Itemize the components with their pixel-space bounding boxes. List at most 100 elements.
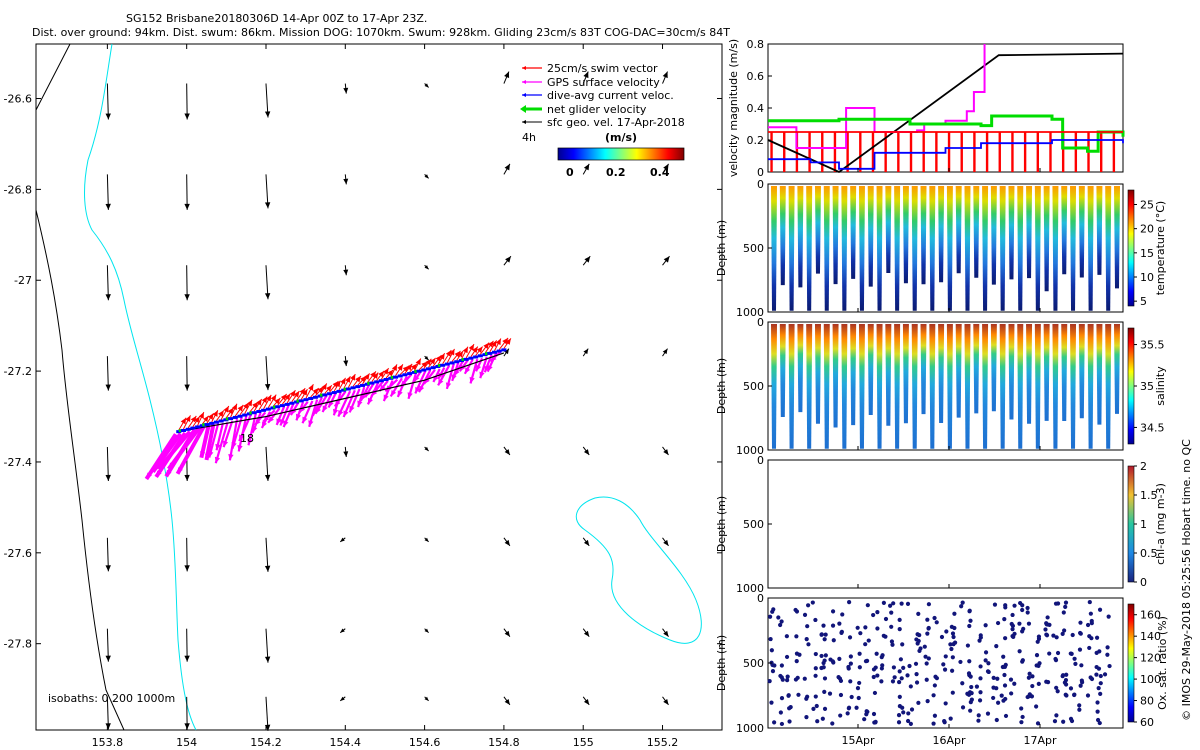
legend-marker-label: 4h (522, 131, 536, 144)
oxygen-point (857, 651, 862, 656)
geo-velocity-arrow-head (264, 656, 271, 663)
legend-net: net glider velocity (520, 103, 647, 116)
oxygen-point (950, 690, 955, 695)
gps-velocity-arrow-head (454, 369, 460, 376)
oxygen-point (794, 659, 799, 664)
geo-velocity-arrow-head (264, 724, 271, 731)
colorbar-tick-label: 140 (1140, 630, 1161, 643)
velocity-series-line (768, 114, 1125, 153)
oxygen-point (899, 676, 904, 681)
oxygen-point (875, 673, 880, 678)
oxygen-point (909, 707, 915, 712)
cast-profile (1026, 324, 1033, 424)
gps-velocity-arrow (228, 418, 239, 461)
oxygen-point (1012, 681, 1017, 686)
dac-vector-marker (491, 350, 497, 354)
oxygen-point (994, 717, 999, 723)
oxygen-point (916, 700, 921, 705)
oxygen-point (965, 643, 970, 648)
oxygen-point (1055, 650, 1061, 656)
swim-vector-arrow-head (483, 342, 490, 350)
oxygen-point (1030, 674, 1035, 679)
map-xtick-label: 153.8 (92, 736, 124, 749)
net-velocity-marker (461, 358, 465, 362)
isobath-200-line (35, 209, 125, 731)
velocity-panel: 0 0.2 0.4 0.6 0.8 velocity magnitude (m/s) (727, 38, 1125, 179)
cast-profile (990, 324, 997, 412)
oxygen-point (784, 634, 789, 639)
oxygen-point (916, 611, 921, 617)
oxygen-scatter-points (767, 599, 1112, 727)
geo-velocity-arrow-head (505, 256, 511, 263)
colorbar-tick-label: 60 (1140, 716, 1154, 729)
gps-velocity-arrow-head (237, 444, 243, 452)
oxygen-point (923, 654, 928, 659)
oxygen-point (934, 620, 939, 625)
dac-vector-marker (407, 372, 413, 376)
oxygen-point (875, 610, 880, 615)
geo-velocity-arrow-head (504, 539, 510, 546)
oxygen-point (976, 713, 981, 718)
cast-profile (1008, 186, 1015, 280)
cast-profile (788, 324, 795, 449)
oxygen-point (802, 612, 808, 617)
oxygen-point (1034, 653, 1040, 658)
gps-velocity-arrow-head (383, 394, 389, 402)
swim-vector-arrow-head (289, 390, 296, 397)
oxygen-point (858, 631, 863, 636)
gps-velocity-arrow-head (146, 472, 152, 479)
oxygen-point (960, 681, 965, 686)
oxygen-point (897, 627, 902, 632)
swim-vector-arrow-head (476, 346, 483, 353)
gps-velocity-arrow-head (464, 367, 471, 374)
oxygen-point (925, 698, 930, 704)
oxygen-point (968, 708, 973, 713)
cast-profile (946, 324, 953, 449)
oxygen-point (830, 659, 835, 664)
oxygen-point (943, 654, 948, 659)
cast-profile (806, 324, 813, 449)
oxygen-point (856, 695, 861, 701)
map-xtick-label: 154.4 (330, 736, 362, 749)
oxygen-point (995, 676, 1000, 681)
oxygen-point (992, 602, 998, 607)
gps-velocity-arrow-head (322, 405, 328, 413)
geo-velocity-arrow-head (583, 449, 590, 455)
legend-geo: sfc geo. vel. 17-Apr-2018 (522, 116, 685, 129)
oxygen-point (991, 675, 996, 681)
swim-vector-arrow-head (180, 417, 187, 425)
map-xtick-label: 154.8 (488, 736, 520, 749)
cast-profile (1052, 186, 1059, 311)
colorbar-tick-label: 10 (1140, 271, 1154, 284)
oxygen-point (813, 651, 818, 657)
oxygen-point (917, 632, 922, 638)
legend-text-net: net glider velocity (547, 103, 647, 116)
oxygen-point (958, 659, 963, 665)
geo-velocity-arrow-head (264, 293, 271, 300)
velocity-series-line (768, 44, 986, 149)
geo-velocity-arrow-head (343, 451, 349, 457)
legend-gps: GPS surface velocity (522, 76, 660, 89)
gps-velocity-arrow-head (152, 465, 159, 472)
net-velocity-marker (272, 405, 276, 409)
oxygen-point (1053, 656, 1058, 662)
cast-profile (929, 186, 936, 311)
geo-velocity-arrow-head (184, 294, 190, 301)
oxygen-point (995, 620, 1001, 626)
geo-velocity-arrow-head (424, 537, 429, 542)
oxygen-point (1012, 603, 1017, 608)
gps-velocity-arrow (144, 433, 178, 481)
cast-profile (973, 324, 980, 414)
cast-profile (955, 186, 962, 274)
oxygen-point (879, 666, 884, 671)
oxygen-point (1097, 649, 1102, 654)
oxygen-point (991, 695, 996, 701)
swim-vector-arrow-head (326, 385, 332, 392)
oxygen-point (1061, 610, 1066, 615)
oxygen-point (793, 607, 798, 613)
gps-velocity-arrow-head (407, 392, 413, 399)
oxygen-point (871, 674, 876, 680)
cast-profile (858, 186, 865, 311)
oxygen-point (1088, 611, 1093, 616)
